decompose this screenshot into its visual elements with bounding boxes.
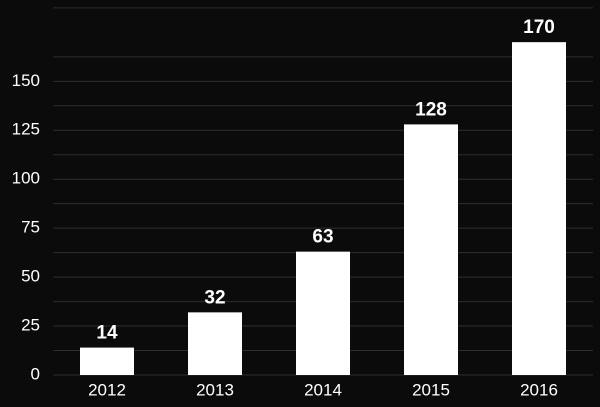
bar — [188, 312, 242, 375]
value-label: 63 — [312, 227, 333, 248]
bar — [80, 347, 134, 375]
x-tick-label: 2016 — [520, 380, 558, 399]
x-tick-label: 2012 — [88, 380, 126, 399]
y-tick-label: 75 — [21, 218, 40, 237]
value-label: 14 — [96, 323, 118, 344]
y-tick-label: 125 — [12, 120, 40, 139]
bar — [512, 42, 566, 375]
y-tick-label: 150 — [12, 71, 40, 90]
value-label: 32 — [204, 287, 225, 308]
x-tick-label: 2015 — [412, 380, 450, 399]
y-tick-label: 100 — [12, 169, 40, 188]
bar — [296, 251, 350, 375]
y-tick-label: 0 — [31, 364, 40, 383]
value-label: 128 — [415, 99, 447, 120]
y-tick-label: 50 — [21, 267, 40, 286]
y-tick-label: 25 — [21, 316, 40, 335]
x-tick-label: 2013 — [196, 380, 234, 399]
x-tick-label: 2014 — [304, 380, 342, 399]
value-label: 170 — [523, 17, 555, 38]
bar — [404, 124, 458, 376]
